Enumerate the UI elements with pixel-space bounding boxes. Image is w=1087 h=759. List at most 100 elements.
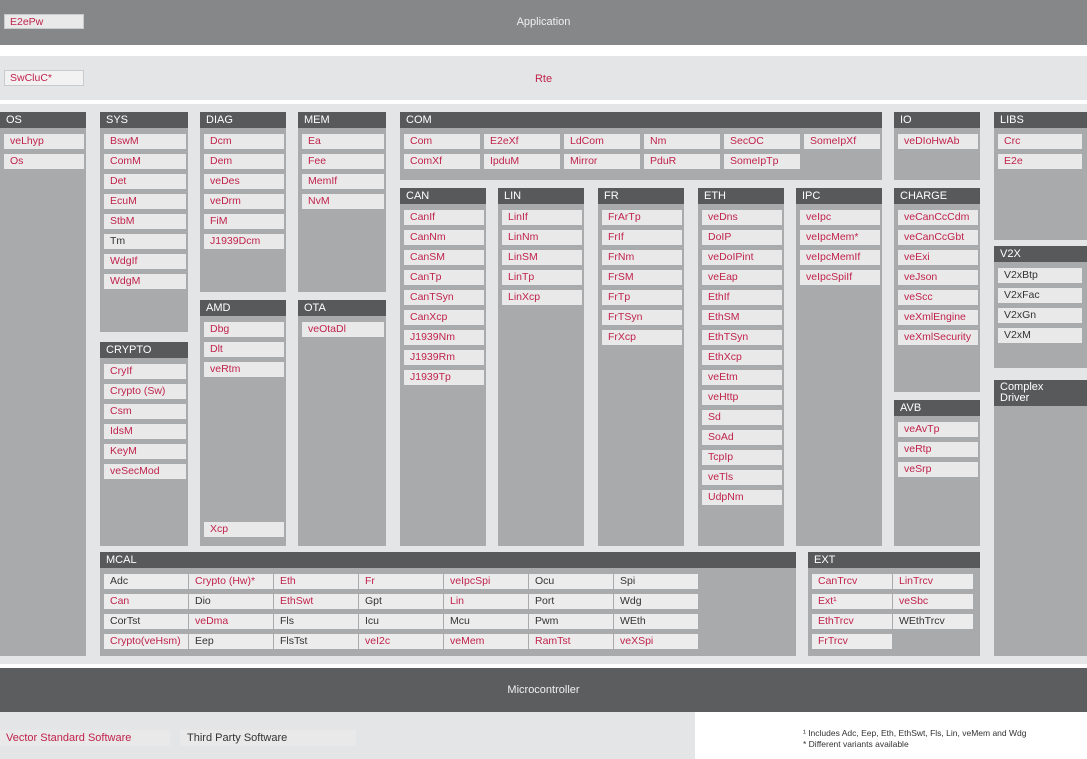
module-e2e[interactable]: E2e <box>998 154 1082 169</box>
module-eth[interactable]: Eth <box>274 574 358 589</box>
module-cansm[interactable]: CanSM <box>404 250 484 265</box>
module-ea[interactable]: Ea <box>302 134 384 149</box>
module-mcu[interactable]: Mcu <box>444 614 528 629</box>
module-j1939rm[interactable]: J1939Rm <box>404 350 484 365</box>
module-ocu[interactable]: Ocu <box>529 574 613 589</box>
module-mirror[interactable]: Mirror <box>564 154 640 169</box>
module-pwm[interactable]: Pwm <box>529 614 613 629</box>
module-pdur[interactable]: PduR <box>644 154 720 169</box>
module-vedrm[interactable]: veDrm <box>204 194 284 209</box>
module-vecanccgbt[interactable]: veCanCcGbt <box>898 230 978 245</box>
module-linxcp[interactable]: LinXcp <box>502 290 582 305</box>
module-comxf[interactable]: ComXf <box>404 154 480 169</box>
module-vetls[interactable]: veTls <box>702 470 782 485</box>
module-ethtrcv[interactable]: EthTrcv <box>812 614 892 629</box>
module-vexmlengine[interactable]: veXmlEngine <box>898 310 978 325</box>
module-wdg[interactable]: Wdg <box>614 594 698 609</box>
module-vesrp[interactable]: veSrp <box>898 462 978 477</box>
module-frxcp[interactable]: FrXcp <box>602 330 682 345</box>
module-soad[interactable]: SoAd <box>702 430 782 445</box>
module-veipcspiif[interactable]: veIpcSpiIf <box>800 270 880 285</box>
module-ethsm[interactable]: EthSM <box>702 310 782 325</box>
module-vedoipint[interactable]: veDoIPint <box>702 250 782 265</box>
module-tcpip[interactable]: TcpIp <box>702 450 782 465</box>
module-ethtsyn[interactable]: EthTSyn <box>702 330 782 345</box>
module-adc[interactable]: Adc <box>104 574 188 589</box>
module-frtp[interactable]: FrTp <box>602 290 682 305</box>
module-ecum[interactable]: EcuM <box>104 194 186 209</box>
module-memif[interactable]: MemIf <box>302 174 384 189</box>
module-frtrcv[interactable]: FrTrcv <box>812 634 892 649</box>
module-vejson[interactable]: veJson <box>898 270 978 285</box>
module-flstst[interactable]: FlsTst <box>274 634 358 649</box>
module-udpnm[interactable]: UdpNm <box>702 490 782 505</box>
module-veavtp[interactable]: veAvTp <box>898 422 978 437</box>
module-bswm[interactable]: BswM <box>104 134 186 149</box>
module-sd[interactable]: Sd <box>702 410 782 425</box>
module-ethxcp[interactable]: EthXcp <box>702 350 782 365</box>
module-veipcmemif[interactable]: veIpcMemIf <box>800 250 880 265</box>
module-ramtst[interactable]: RamTst <box>529 634 613 649</box>
module-someiptp[interactable]: SomeIpTp <box>724 154 800 169</box>
module-someipxf[interactable]: SomeIpXf <box>804 134 880 149</box>
module-vei2c[interactable]: veI2c <box>359 634 443 649</box>
module-veipc[interactable]: veIpc <box>800 210 880 225</box>
module-cortst[interactable]: CorTst <box>104 614 188 629</box>
module-v2xbtp[interactable]: V2xBtp <box>998 268 1082 283</box>
module-vehttp[interactable]: veHttp <box>702 390 782 405</box>
module-ext[interactable]: Ext¹ <box>812 594 892 609</box>
module-can[interactable]: Can <box>104 594 188 609</box>
module-weth[interactable]: WEth <box>614 614 698 629</box>
module-dbg[interactable]: Dbg <box>204 322 284 337</box>
module-veeap[interactable]: veEap <box>702 270 782 285</box>
module-vexmlsecurity[interactable]: veXmlSecurity <box>898 330 978 345</box>
module-veipcmem[interactable]: veIpcMem* <box>800 230 880 245</box>
module-wethtrcv[interactable]: WEthTrcv <box>893 614 973 629</box>
module-crypto-sw[interactable]: Crypto (Sw) <box>104 384 186 399</box>
module-v2xgn[interactable]: V2xGn <box>998 308 1082 323</box>
module-cantsyn[interactable]: CanTSyn <box>404 290 484 305</box>
module-vertp[interactable]: veRtp <box>898 442 978 457</box>
module-idsm[interactable]: IdsM <box>104 424 186 439</box>
module-canif[interactable]: CanIf <box>404 210 484 225</box>
module-com[interactable]: Com <box>404 134 480 149</box>
module-secoc[interactable]: SecOC <box>724 134 800 149</box>
module-canxcp[interactable]: CanXcp <box>404 310 484 325</box>
module-spi[interactable]: Spi <box>614 574 698 589</box>
module-vediohwab[interactable]: veDIoHwAb <box>898 134 978 149</box>
module-csm[interactable]: Csm <box>104 404 186 419</box>
module-dlt[interactable]: Dlt <box>204 342 284 357</box>
module-lintrcv[interactable]: LinTrcv <box>893 574 973 589</box>
module-dcm[interactable]: Dcm <box>204 134 284 149</box>
module-frsm[interactable]: FrSM <box>602 270 682 285</box>
module-ldcom[interactable]: LdCom <box>564 134 640 149</box>
module-wdgif[interactable]: WdgIf <box>104 254 186 269</box>
module-nvm[interactable]: NvM <box>302 194 384 209</box>
module-lin[interactable]: Lin <box>444 594 528 609</box>
module-veetm[interactable]: veEtm <box>702 370 782 385</box>
module-gpt[interactable]: Gpt <box>359 594 443 609</box>
module-vecancccdm[interactable]: veCanCcCdm <box>898 210 978 225</box>
module-wdgm[interactable]: WdgM <box>104 274 186 289</box>
module-os[interactable]: Os <box>4 154 84 169</box>
module-ethif[interactable]: EthIf <box>702 290 782 305</box>
module-vedma[interactable]: veDma <box>189 614 273 629</box>
module-doip[interactable]: DoIP <box>702 230 782 245</box>
module-frtsyn[interactable]: FrTSyn <box>602 310 682 325</box>
module-vedes[interactable]: veDes <box>204 174 284 189</box>
module-frif[interactable]: FrIf <box>602 230 682 245</box>
module-cryif[interactable]: CryIf <box>104 364 186 379</box>
module-nm[interactable]: Nm <box>644 134 720 149</box>
module-linif[interactable]: LinIf <box>502 210 582 225</box>
module-v2xm[interactable]: V2xM <box>998 328 1082 343</box>
module-dio[interactable]: Dio <box>189 594 273 609</box>
module-vemem[interactable]: veMem <box>444 634 528 649</box>
module-veipcspi[interactable]: veIpcSpi <box>444 574 528 589</box>
module-frartp[interactable]: FrArTp <box>602 210 682 225</box>
module-veotadl[interactable]: veOtaDl <box>302 322 384 337</box>
module-velhyp[interactable]: veLhyp <box>4 134 84 149</box>
module-crypto-vehsm[interactable]: Crypto(veHsm) <box>104 634 188 649</box>
module-dem[interactable]: Dem <box>204 154 284 169</box>
module-vesbc[interactable]: veSbc <box>893 594 973 609</box>
module-linsm[interactable]: LinSM <box>502 250 582 265</box>
